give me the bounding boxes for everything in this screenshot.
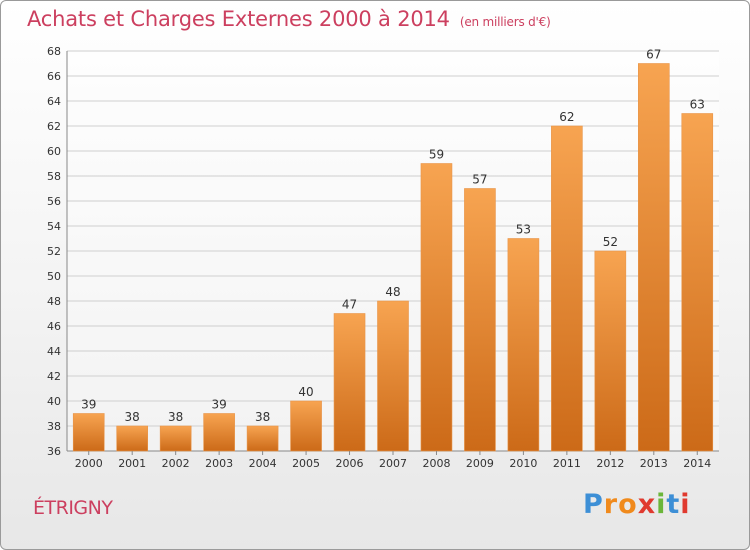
y-tick-label: 44 xyxy=(47,345,61,358)
x-tick-label: 2012 xyxy=(596,457,624,470)
value-label: 48 xyxy=(385,285,400,299)
y-tick-label: 38 xyxy=(47,420,61,433)
x-tick-label: 2013 xyxy=(640,457,668,470)
y-tick-label: 54 xyxy=(47,220,61,233)
chart-unit: (en milliers d'€) xyxy=(459,15,551,29)
value-label: 59 xyxy=(429,148,444,162)
logo-letter: r xyxy=(603,489,619,520)
value-label: 39 xyxy=(81,398,96,412)
proxiti-logo: Proxiti xyxy=(583,489,691,520)
bar-2005 xyxy=(290,400,322,452)
value-label: 62 xyxy=(559,110,574,124)
value-label: 47 xyxy=(342,298,357,312)
bar-2010 xyxy=(507,238,540,452)
bar-2002 xyxy=(159,425,192,452)
x-tick-label: 2006 xyxy=(336,457,364,470)
y-tick-label: 46 xyxy=(47,320,61,333)
bar-2014 xyxy=(681,113,714,452)
logo-letter: i xyxy=(656,489,667,520)
y-tick-label: 50 xyxy=(47,270,61,283)
value-label: 53 xyxy=(516,223,531,237)
x-tick-label: 2007 xyxy=(379,457,407,470)
x-tick-label: 2004 xyxy=(249,457,277,470)
x-tick-label: 2001 xyxy=(118,457,146,470)
value-label: 40 xyxy=(298,385,313,399)
location-label: ÉTRIGNY xyxy=(33,497,113,519)
x-tick-label: 2009 xyxy=(466,457,494,470)
y-tick-label: 68 xyxy=(47,45,61,58)
y-tick-label: 36 xyxy=(47,445,61,458)
y-tick-label: 64 xyxy=(47,95,61,108)
bar-2008 xyxy=(420,163,453,452)
y-tick-label: 42 xyxy=(47,370,61,383)
x-tick-label: 2005 xyxy=(292,457,320,470)
value-label: 57 xyxy=(472,173,487,187)
y-tick-label: 52 xyxy=(47,245,61,258)
x-tick-label: 2008 xyxy=(422,457,450,470)
value-label: 39 xyxy=(211,398,226,412)
bar-2004 xyxy=(246,425,279,452)
chart-title-text: Achats et Charges Externes 2000 à 2014 xyxy=(27,7,450,31)
logo-letter: t xyxy=(666,489,681,520)
y-tick-label: 48 xyxy=(47,295,61,308)
value-label: 38 xyxy=(125,410,140,424)
value-label: 38 xyxy=(168,410,183,424)
y-tick-label: 62 xyxy=(47,120,61,133)
logo-letter: P xyxy=(583,489,604,520)
y-tick-label: 40 xyxy=(47,395,61,408)
bar-2003 xyxy=(203,413,235,452)
x-tick-label: 2014 xyxy=(683,457,711,470)
y-tick-label: 60 xyxy=(47,145,61,158)
bar-2011 xyxy=(551,125,583,452)
y-tick-label: 66 xyxy=(47,70,61,83)
bar-2001 xyxy=(116,425,148,452)
bar-2012 xyxy=(594,250,627,452)
x-tick-label: 2000 xyxy=(75,457,103,470)
x-tick-label: 2003 xyxy=(205,457,233,470)
value-label: 38 xyxy=(255,410,270,424)
bar-2007 xyxy=(377,300,409,452)
logo-letter: x xyxy=(637,489,657,520)
logo-letter: o xyxy=(618,489,638,520)
y-tick-label: 56 xyxy=(47,195,61,208)
bar-2013 xyxy=(637,63,670,452)
value-label: 67 xyxy=(646,48,661,62)
bar-2000 xyxy=(72,413,105,452)
bar-2006 xyxy=(333,313,366,452)
x-tick-label: 2010 xyxy=(509,457,537,470)
logo-letter: i xyxy=(680,489,691,520)
bar-2009 xyxy=(464,188,496,452)
x-tick-label: 2002 xyxy=(162,457,190,470)
value-label: 52 xyxy=(603,235,618,249)
value-label: 63 xyxy=(690,98,705,112)
y-tick-label: 58 xyxy=(47,170,61,183)
x-tick-label: 2011 xyxy=(553,457,581,470)
chart-title: Achats et Charges Externes 2000 à 2014 (e… xyxy=(27,7,551,31)
